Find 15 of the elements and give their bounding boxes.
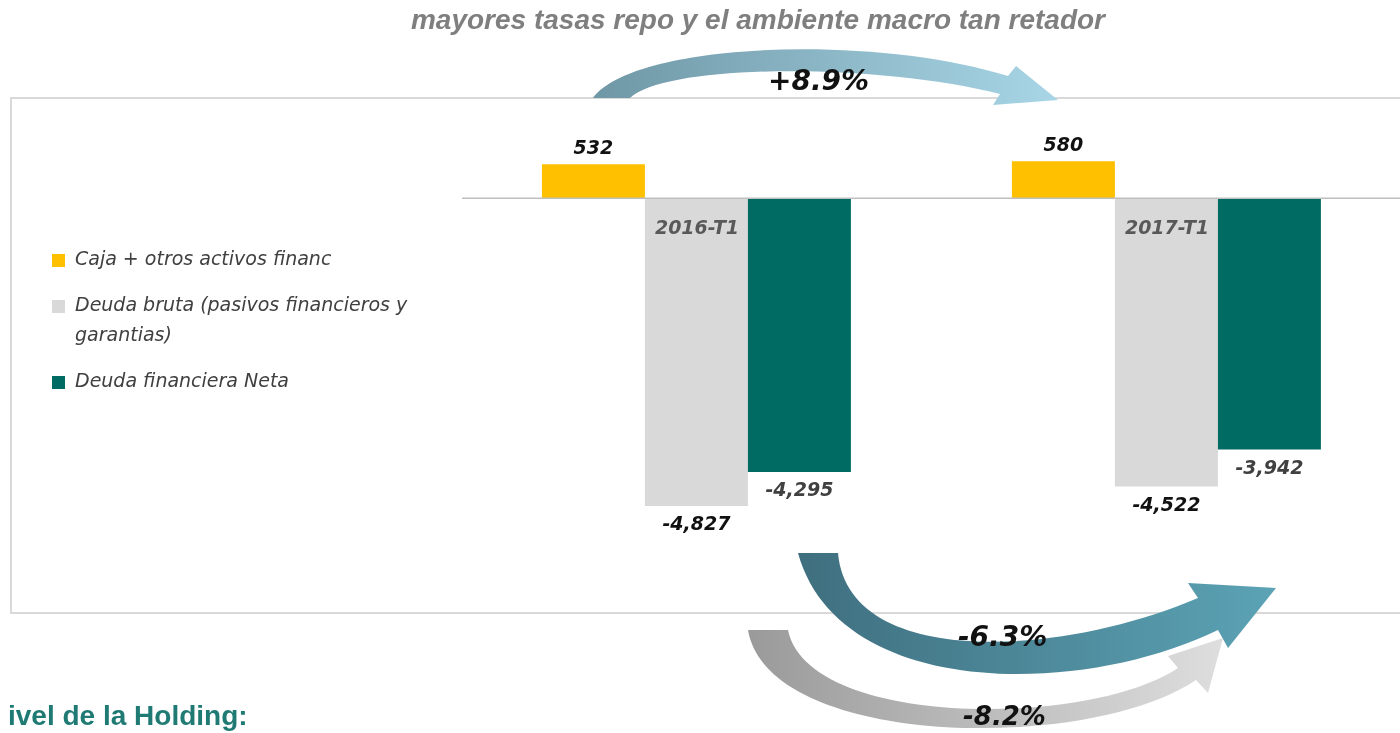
data-label: 580 xyxy=(1043,133,1084,156)
data-label: -3,942 xyxy=(1235,455,1304,478)
data-label: 532 xyxy=(573,136,614,159)
x-tick-label: 2016-T1 xyxy=(654,216,740,239)
text: +8.9% xyxy=(768,64,870,97)
text: ivel de la Holding: xyxy=(8,700,248,732)
text: -8.2% xyxy=(963,701,1046,731)
data-label: -4,522 xyxy=(1132,492,1201,515)
legend-label: Deuda financiera Neta xyxy=(75,368,290,393)
data-label: -4,295 xyxy=(765,478,834,501)
data-label: -4,827 xyxy=(662,512,732,535)
legend-label: Caja + otros activos financ xyxy=(75,246,332,271)
legend-label: Deuda bruta (pasivos financieros y garantias) xyxy=(75,292,409,347)
chart-title: mayores tasas repo y el ambiente macro tan retador xyxy=(409,7,1107,36)
x-tick-label: 2017-T1 xyxy=(1124,216,1210,239)
